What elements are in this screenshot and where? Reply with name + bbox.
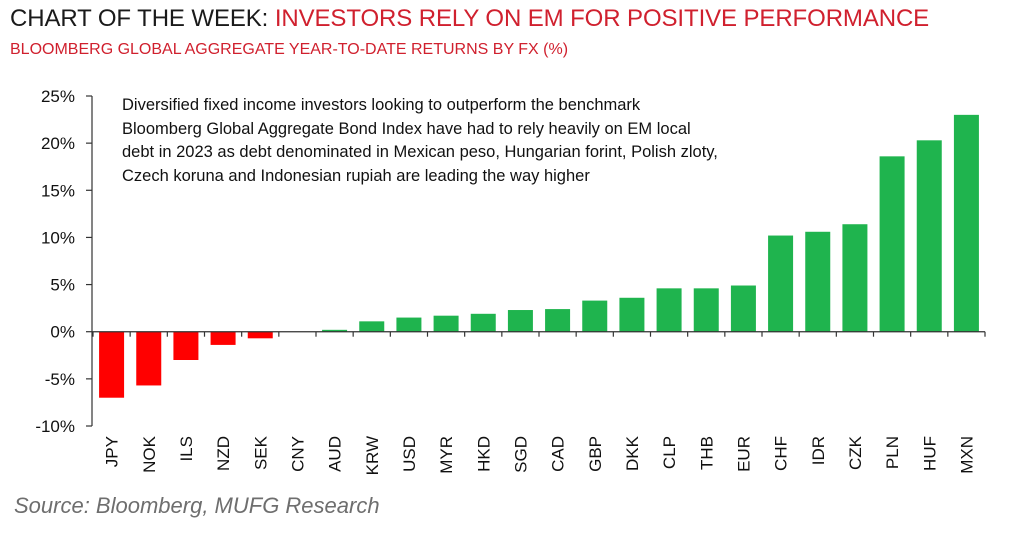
x-tick-label-usd: USD: [400, 436, 419, 472]
bar-dkk: [619, 297, 645, 332]
x-tick-label-cad: CAD: [549, 436, 568, 472]
x-tick-label-gbp: GBP: [586, 436, 605, 472]
y-tick-label: -10%: [35, 417, 75, 436]
bar-sgd: [507, 310, 533, 332]
x-tick-label-huf: HUF: [920, 436, 939, 471]
y-tick-label: 20%: [41, 134, 75, 153]
bar-myr: [433, 315, 459, 332]
bar-jpy: [99, 331, 125, 398]
bar-nok: [136, 331, 162, 386]
x-tick-label-clp: CLP: [660, 436, 679, 469]
chart-title-prefix: CHART OF THE WEEK:: [10, 5, 275, 32]
x-tick-label-nzd: NZD: [214, 436, 233, 471]
bar-sek: [247, 331, 273, 339]
bar-mxn: [953, 114, 979, 332]
bar-thb: [693, 288, 719, 332]
y-tick-label: -5%: [45, 370, 75, 389]
y-tick-label: 10%: [41, 228, 75, 247]
chart-annotation: Diversified fixed income investors looki…: [122, 96, 718, 185]
x-tick-label-jpy: JPY: [103, 436, 122, 467]
chart-header: CHART OF THE WEEK: INVESTORS RELY ON EM …: [10, 4, 1015, 61]
x-tick-label-sek: SEK: [251, 435, 270, 470]
bar-pln: [879, 156, 905, 332]
x-tick-label-idr: IDR: [809, 436, 828, 465]
bar-hkd: [470, 313, 496, 332]
bar-cad: [545, 309, 571, 332]
chart-subtitle: BLOOMBERG GLOBAL AGGREGATE YEAR-TO-DATE …: [10, 41, 569, 58]
bar-aud: [322, 329, 348, 332]
x-tick-label-hkd: HKD: [474, 436, 493, 472]
x-tick-label-chf: CHF: [772, 436, 791, 471]
x-tick-label-myr: MYR: [437, 436, 456, 474]
x-tick-label-eur: EUR: [734, 436, 753, 472]
bar-eur: [730, 285, 756, 332]
bar-krw: [359, 321, 385, 332]
bar-ils: [173, 331, 199, 360]
bar-czk: [842, 224, 868, 332]
x-tick-label-thb: THB: [697, 436, 716, 470]
x-tick-label-aud: AUD: [326, 436, 345, 472]
bar-gbp: [582, 300, 608, 332]
x-tick-label-sgd: SGD: [511, 436, 530, 473]
bar-huf: [916, 140, 942, 332]
y-tick-label: 0%: [50, 323, 75, 342]
bar-clp: [656, 288, 682, 332]
bar-usd: [396, 317, 422, 332]
x-tick-label-czk: CZK: [846, 435, 865, 470]
x-tick-label-mxn: MXN: [957, 436, 976, 474]
x-tick-label-ils: ILS: [177, 436, 196, 462]
source-note: Source: Bloomberg, MUFG Research: [14, 493, 380, 518]
bar-idr: [805, 231, 831, 332]
bar-chf: [768, 235, 794, 332]
chart-title-main: INVESTORS RELY ON EM FOR POSITIVE PERFOR…: [274, 5, 930, 32]
bar-nzd: [210, 331, 236, 345]
x-tick-label-pln: PLN: [883, 436, 902, 469]
chart-title: CHART OF THE WEEK: INVESTORS RELY ON EM …: [10, 4, 1015, 34]
x-tick-label-krw: KRW: [363, 436, 382, 475]
y-tick-label: 5%: [50, 276, 75, 295]
x-tick-label-cny: CNY: [288, 436, 307, 472]
y-tick-label: 15%: [41, 181, 75, 200]
x-tick-label-dkk: DKK: [623, 435, 642, 471]
y-tick-label: 25%: [41, 87, 75, 106]
x-tick-label-nok: NOK: [140, 435, 159, 473]
